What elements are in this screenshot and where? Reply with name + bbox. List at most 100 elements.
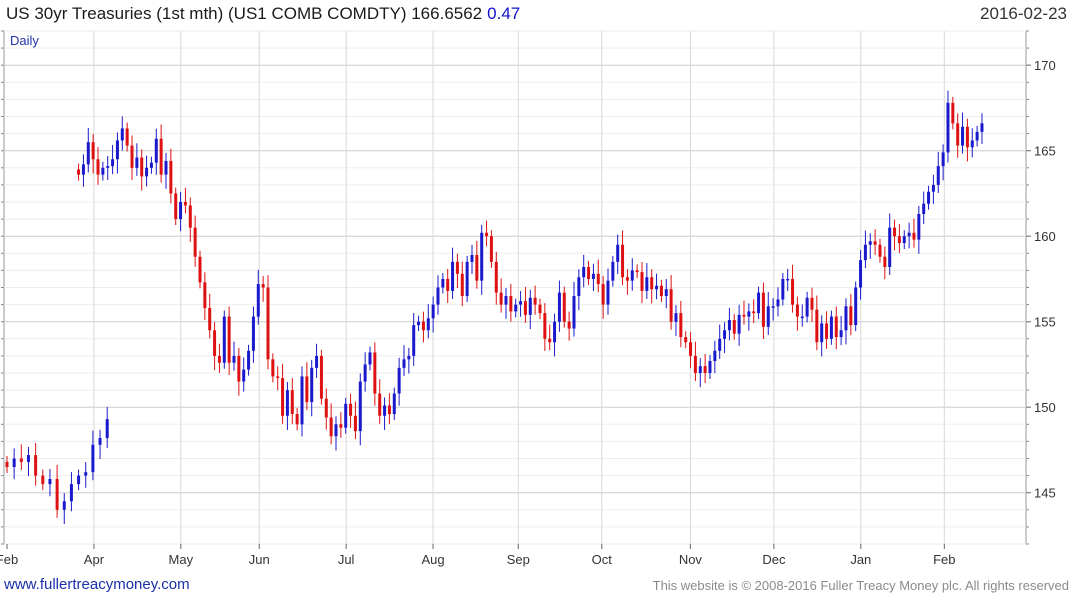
candle-body [553,321,557,343]
candle-body [844,306,848,331]
candle-body [975,131,979,141]
candle-body [305,376,309,403]
candle-body [834,316,838,338]
candle-body [271,359,275,377]
candle-body [708,361,712,373]
candle-body [363,364,367,382]
candles [5,90,984,524]
candle-body [276,376,280,379]
candle-body [387,405,391,415]
candle-body [679,313,683,338]
candle-body [557,292,561,322]
candle-body [261,284,265,288]
candle-body [742,314,746,317]
site-link[interactable]: www.fullertreacymoney.com [4,576,190,593]
candle-body [523,301,527,315]
candle-body [329,417,333,437]
x-tick-label: Nov [679,552,703,567]
chart-date: 2016-02-23 [980,4,1067,23]
candle-body [465,261,469,297]
candle-body [222,316,226,363]
candle-body [193,227,197,257]
candle-body [480,232,484,281]
period-label: Daily [10,33,39,48]
candle-body [446,278,450,291]
candle-body [470,255,474,262]
candle-body [174,193,178,220]
candle-body [135,157,139,168]
candle-body [659,285,663,297]
candle-body [747,311,751,317]
candle-body [237,355,241,382]
candle-body [829,316,833,339]
candle-body [582,266,586,278]
candle-body [251,316,255,351]
candle-body [300,376,304,425]
candle-body [475,255,479,281]
candle-body [888,227,892,267]
candle-body [611,261,615,281]
x-tick-label: Apr [84,552,105,567]
candle-body [727,319,731,331]
candle-body [145,167,149,177]
candle-body [159,138,163,175]
candle-body [290,390,294,415]
candle-body [494,261,498,293]
candle-body [256,284,260,317]
candle-body [757,292,761,314]
candle-body [766,306,770,327]
candle-body [737,314,741,334]
candle-body [98,437,102,445]
x-tick-label: Feb [933,552,955,567]
x-tick-label: Aug [421,552,444,567]
candle-body [91,444,95,473]
candle-body [854,287,858,326]
candle-body [805,297,809,317]
x-tick-label: Dec [762,552,786,567]
candle-body [120,128,124,141]
candle-body [451,261,455,291]
candle-body [431,304,435,319]
candle-body [970,140,974,148]
candle-body [86,142,90,165]
candle-body [674,313,678,322]
candle-body [62,501,66,510]
chart-header: US 30yr Treasuries (1st mth) (US1 COMB C… [6,4,520,24]
candle-body [893,227,897,237]
candle-body [616,244,620,262]
candle-body [232,355,236,363]
candle-body [397,367,401,394]
candle-body [669,289,673,322]
candle-body [242,369,246,382]
candle-body [718,338,722,351]
candle-body [426,318,430,331]
candle-body [509,296,513,312]
x-tick-label: Jun [249,552,270,567]
candle-body [800,316,804,319]
candle-body [169,160,173,194]
candle-body [577,277,581,297]
candle-body [791,278,795,305]
candle-body [795,304,799,317]
candle-body [951,102,955,124]
x-tick-label: Sep [507,552,530,567]
candle-body [183,202,187,206]
candle-body [752,311,756,314]
y-tick-label: 155 [1034,315,1056,330]
candle-body [965,126,969,148]
candle-body [601,284,605,305]
candle-body [761,292,765,327]
x-tick-label: May [169,552,194,567]
candle-body [863,244,867,261]
candle-body [378,393,382,416]
candle-body [693,355,697,373]
candle-body [19,458,23,462]
candle-body [664,289,668,297]
candle-body [868,241,872,245]
candle-body [368,352,372,365]
candle-body [285,390,289,416]
candle-body [96,159,100,175]
candle-body [41,475,45,485]
candle-body [878,244,882,257]
candle-body [310,367,314,403]
